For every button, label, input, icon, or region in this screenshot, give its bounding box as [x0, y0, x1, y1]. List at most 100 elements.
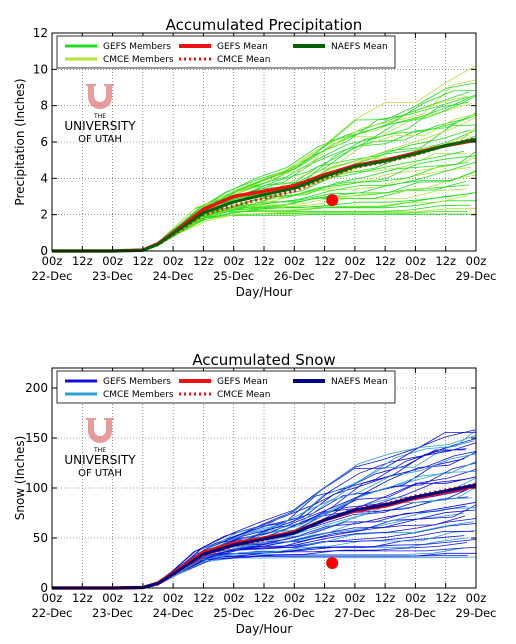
x-tick-date-label: 27-Dec — [334, 269, 375, 283]
x-tick-hour-label: 00z — [42, 254, 63, 268]
x-tick-hour-label: 00z — [102, 254, 123, 268]
observed-point — [326, 557, 339, 569]
x-tick-hour-label: 00z — [102, 591, 123, 605]
y-tick-label: 0 — [40, 244, 48, 258]
x-tick-date-label: 24-Dec — [153, 269, 194, 283]
naefs-mean-line — [52, 137, 477, 253]
logo-line-2: UNIVERSITY — [64, 453, 136, 467]
x-tick-hour-label: 00z — [223, 254, 244, 268]
y-tick-label: 0 — [40, 581, 48, 595]
y-tick-label: 2 — [40, 208, 48, 222]
x-tick-hour-label: 12z — [72, 254, 93, 268]
x-tick-date-label: 26-Dec — [274, 269, 315, 283]
x-tick-hour-label: 00z — [345, 591, 366, 605]
logo-line-3: OF UTAH — [78, 134, 122, 145]
logo-line-1: THE — [93, 113, 106, 120]
logo-line-3: OF UTAH — [78, 468, 122, 479]
x-tick-hour-label: 12z — [254, 254, 275, 268]
mean-lines — [52, 482, 477, 590]
x-tick-hour-label: 12z — [193, 254, 214, 268]
university-logo: THE UNIVERSITY OF UTAH — [64, 84, 136, 145]
x-tick-hour-label: 12z — [375, 591, 396, 605]
legend-label: CMCE Mean — [217, 390, 270, 400]
x-tick-hour-label: 12z — [254, 591, 275, 605]
observed-marker — [326, 557, 339, 569]
x-tick-hour-label: 12z — [435, 591, 456, 605]
y-tick-label: 12 — [33, 26, 48, 40]
x-tick-date-label: 25-Dec — [213, 269, 254, 283]
legend-label: GEFS Members — [103, 42, 171, 52]
y-axis-ticks: 0 2 4 6 8 10 12 — [33, 26, 476, 258]
x-tick-date-label: 24-Dec — [153, 606, 194, 620]
legend: GEFS Members CMCE Members GEFS Mean CMCE Me… — [56, 35, 396, 69]
legend-label: GEFS Members — [103, 377, 171, 387]
x-axis-ticks: 00z 12z 00z 12z 00z 12z 00z 12z 00z 12z 00z 12z 00z 1… — [31, 33, 497, 283]
x-tick-date-label: 29-Dec — [455, 269, 496, 283]
x-tick-date-label: 22-Dec — [31, 606, 72, 620]
x-tick-hour-label: 00z — [163, 591, 184, 605]
logo-line-1: THE — [93, 447, 106, 454]
x-axis-label: Day/Hour — [236, 622, 293, 636]
x-tick-hour-label: 12z — [193, 591, 214, 605]
y-tick-label: 8 — [40, 99, 48, 113]
university-logo: THE UNIVERSITY OF UTAH — [64, 418, 136, 479]
x-tick-hour-label: 12z — [314, 591, 335, 605]
x-tick-hour-label: 12z — [133, 254, 154, 268]
y-tick-label: 150 — [25, 431, 48, 445]
snow-chart: Accumulated Snow THE UNIVERSITY OF UTAH … — [13, 351, 497, 636]
legend-label: GEFS Mean — [217, 377, 268, 387]
x-tick-hour-label: 12z — [133, 591, 154, 605]
legend-label: CMCE Members — [103, 55, 174, 65]
observed-point — [326, 194, 339, 207]
x-tick-hour-label: 00z — [405, 591, 426, 605]
x-tick-hour-label: 00z — [223, 591, 244, 605]
y-tick-label: 10 — [33, 62, 48, 76]
y-tick-label: 50 — [33, 531, 48, 545]
x-tick-hour-label: 00z — [466, 591, 487, 605]
mean-lines — [52, 136, 477, 253]
naefs-mean-line — [52, 483, 477, 590]
x-tick-date-label: 28-Dec — [395, 269, 436, 283]
block-u-icon — [86, 84, 114, 109]
x-tick-hour-label: 00z — [163, 254, 184, 268]
x-tick-hour-label: 00z — [466, 254, 487, 268]
x-tick-date-label: 27-Dec — [334, 606, 375, 620]
y-axis-ticks: 0 50 100 150 200 — [25, 381, 476, 595]
x-tick-date-label: 26-Dec — [274, 606, 315, 620]
chart-title: Accumulated Snow — [192, 351, 335, 369]
x-axis-ticks: 00z 12z 00z 12z 00z 12z 00z 12z 00z 12z 00z 12z 00z 1… — [31, 368, 497, 620]
y-tick-label: 4 — [40, 171, 48, 185]
x-tick-date-label: 29-Dec — [455, 606, 496, 620]
x-tick-hour-label: 00z — [345, 254, 366, 268]
x-tick-date-label: 22-Dec — [31, 269, 72, 283]
x-tick-date-label: 23-Dec — [92, 269, 133, 283]
logo-line-2: UNIVERSITY — [64, 119, 136, 133]
legend-label: GEFS Mean — [217, 42, 268, 52]
y-tick-label: 100 — [25, 481, 48, 495]
legend-box — [56, 35, 396, 69]
x-tick-hour-label: 12z — [435, 254, 456, 268]
y-tick-label: 200 — [25, 381, 48, 395]
x-tick-hour-label: 00z — [405, 254, 426, 268]
y-axis-label: Precipitation (Inches) — [13, 78, 27, 205]
x-axis-label: Day/Hour — [236, 285, 293, 299]
block-u-icon — [86, 418, 114, 443]
x-tick-date-label: 25-Dec — [213, 606, 254, 620]
x-tick-hour-label: 12z — [375, 254, 396, 268]
legend-label: NAEFS Mean — [331, 377, 388, 387]
x-tick-hour-label: 00z — [284, 254, 305, 268]
x-tick-hour-label: 12z — [72, 591, 93, 605]
y-axis-label: Snow (Inches) — [13, 436, 27, 521]
legend: GEFS Members CMCE Members GEFS Mean CMCE Me… — [56, 370, 396, 404]
observed-marker — [326, 194, 339, 207]
x-tick-date-label: 23-Dec — [92, 606, 133, 620]
precipitation-chart: Accumulated Precipitation THE UNIVERSITY… — [13, 16, 497, 299]
x-tick-hour-label: 00z — [284, 591, 305, 605]
x-tick-hour-label: 12z — [314, 254, 335, 268]
legend-label: NAEFS Mean — [331, 42, 388, 52]
x-tick-hour-label: 00z — [42, 591, 63, 605]
legend-label: CMCE Mean — [217, 55, 270, 65]
chart-title: Accumulated Precipitation — [166, 16, 363, 34]
